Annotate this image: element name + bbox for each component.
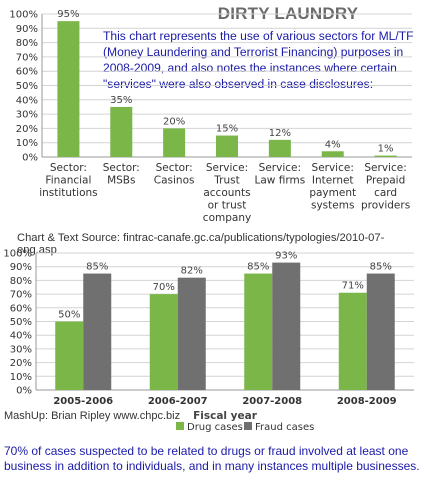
legend-label: Drug cases	[187, 422, 243, 433]
x-tick-label: Sector: MSBs	[103, 162, 140, 187]
y-tick-label: 70%	[16, 52, 38, 63]
bar	[110, 106, 133, 157]
data-label: 70%	[153, 282, 175, 293]
y-tick-label: 20%	[10, 358, 32, 369]
y-tick-label: 30%	[16, 110, 38, 121]
y-tick-label: 90%	[16, 24, 38, 35]
y-tick-label: 80%	[10, 276, 32, 287]
legend-swatch	[176, 422, 184, 430]
y-tick-label: 10%	[10, 372, 32, 383]
footer-note: 70% of cases suspected to be related to …	[4, 444, 420, 473]
bar	[268, 139, 291, 157]
y-tick-label: 60%	[10, 303, 32, 314]
y-tick-label: 100%	[3, 249, 32, 260]
data-label: 85%	[86, 262, 108, 273]
data-label: 4%	[325, 139, 341, 150]
data-label: 50%	[58, 310, 80, 321]
y-tick-label: 0%	[16, 386, 32, 397]
x-axis-title: Fiscal year	[193, 410, 258, 422]
y-tick-label: 70%	[10, 290, 32, 301]
bar	[321, 151, 344, 157]
sector-usage-chart: 0% 10% 20% 30% 40% 50% 60% 70% 80% 90% 100% 95% Sect…	[9, 9, 412, 224]
x-tick-label: Service: Internet payment systems	[309, 162, 356, 212]
data-label: 85%	[247, 262, 269, 273]
x-tick-label: 2008-2009	[337, 396, 397, 407]
y-tick-label: 30%	[10, 344, 32, 355]
y-tick-label: 40%	[16, 95, 38, 106]
y-tick-label: 80%	[16, 38, 38, 49]
data-label: 95%	[57, 9, 79, 20]
mashup-credit: MashUp: Brian Ripley www.chpc.biz	[4, 410, 181, 422]
x-tick-label: Service: Law firms	[255, 162, 306, 187]
bar	[163, 128, 186, 157]
y-tick-label: 20%	[16, 124, 38, 135]
bar	[244, 273, 273, 390]
y-tick-label: 0%	[22, 153, 38, 164]
bar	[374, 155, 397, 157]
bar	[57, 21, 80, 158]
bar	[216, 135, 238, 157]
bar	[338, 292, 367, 390]
data-label: 35%	[110, 95, 132, 106]
data-label: 71%	[342, 281, 364, 292]
data-label: 85%	[370, 262, 392, 273]
bar	[55, 321, 84, 390]
x-tick-label: Service: Trust accounts or trust company	[203, 162, 251, 224]
x-tick-label: Service: Prepaid card providers	[361, 162, 410, 212]
x-tick-label: 2006-2007	[148, 396, 208, 407]
y-tick-label: 60%	[16, 67, 38, 78]
y-tick-label: 10%	[16, 138, 38, 149]
x-tick-label: 2005-2006	[53, 396, 113, 407]
y-tick-label: 50%	[16, 81, 38, 92]
y-tick-label: 40%	[10, 331, 32, 342]
fiscal-year-cases-chart: 0% 10% 20% 30% 40% 50% 60% 70% 80% 90% 100% 50% 85% 2…	[3, 249, 414, 433]
data-label: 15%	[216, 124, 238, 135]
bar	[177, 277, 206, 390]
data-label: 82%	[181, 266, 203, 277]
data-label: 20%	[163, 116, 185, 127]
data-label: 93%	[275, 251, 297, 262]
bar	[272, 262, 301, 390]
x-tick-label: Sector: Financial institutions	[39, 162, 97, 199]
legend-label: Fraud cases	[255, 422, 314, 433]
y-tick-label: 90%	[10, 262, 32, 273]
bar	[366, 273, 395, 390]
bar	[83, 273, 112, 390]
bar	[149, 294, 178, 390]
data-label: 12%	[269, 128, 291, 139]
x-tick-label: 2007-2008	[242, 396, 302, 407]
data-label: 1%	[378, 144, 394, 155]
y-tick-label: 100%	[9, 10, 38, 21]
y-tick-label: 50%	[10, 317, 32, 328]
x-tick-label: Sector: Casinos	[154, 162, 195, 187]
legend-swatch	[244, 422, 252, 430]
